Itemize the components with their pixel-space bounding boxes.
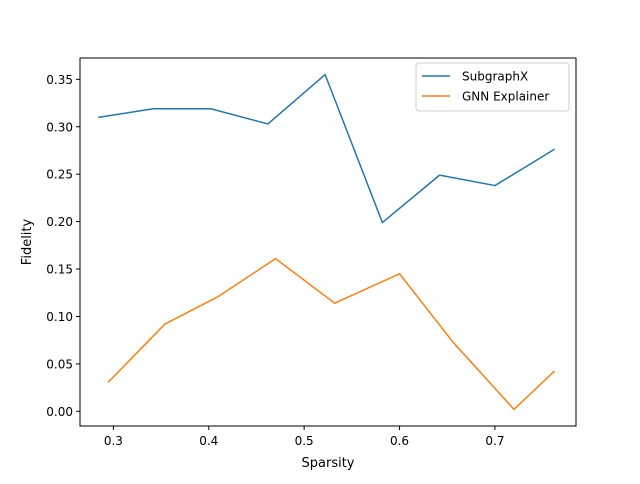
legend: SubgraphX GNN Explainer <box>415 62 570 112</box>
y-tick-label: 0.10 <box>46 310 73 324</box>
y-tick-label: 0.30 <box>46 120 73 134</box>
x-axis-ticks: 0.3 0.4 0.5 0.6 0.7 <box>104 426 504 448</box>
x-tick-label: 0.7 <box>485 434 504 448</box>
series-line-gnn-explainer <box>107 257 556 411</box>
y-tick-label: 0.20 <box>46 215 73 229</box>
x-tick-label: 0.3 <box>104 434 123 448</box>
y-tick-label: 0.35 <box>46 73 73 87</box>
y-tick-label: 0.05 <box>46 357 73 371</box>
series-line-subgraphx <box>98 73 556 224</box>
legend-label: GNN Explainer <box>462 90 549 104</box>
y-axis-ticks: 0.00 0.05 0.10 0.15 0.20 0.25 0.30 0.35 <box>46 73 80 419</box>
x-axis-label: Sparsity <box>302 456 355 471</box>
x-tick-label: 0.6 <box>390 434 409 448</box>
y-tick-label: 0.25 <box>46 168 73 182</box>
plot-frame <box>79 57 577 427</box>
x-tick-label: 0.4 <box>199 434 218 448</box>
legend-label: SubgraphX <box>462 70 528 84</box>
y-axis-label: Fidelity <box>20 218 35 265</box>
y-tick-label: 0.00 <box>46 405 73 419</box>
legend-box <box>415 62 570 112</box>
series-layer <box>98 73 556 411</box>
y-tick-label: 0.15 <box>46 263 73 277</box>
x-tick-label: 0.5 <box>295 434 314 448</box>
